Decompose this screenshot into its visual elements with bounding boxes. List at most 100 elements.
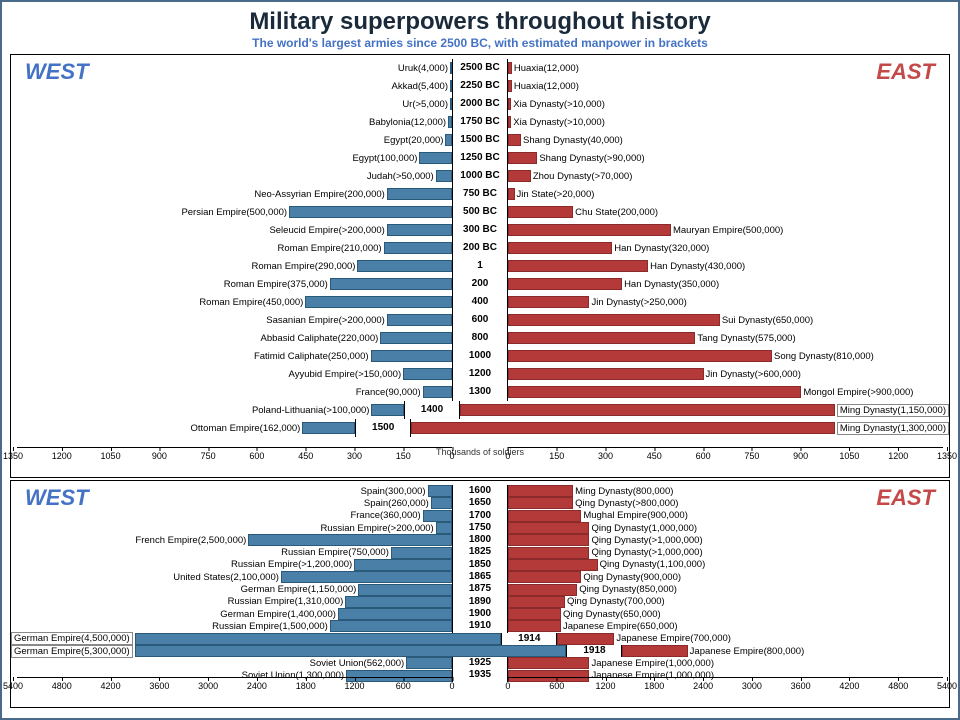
east-bar [508,188,515,200]
west-bar [391,547,452,559]
west-entry: Russian Empire(>200,000) [320,523,433,534]
west-entry: Soviet Union(562,000) [310,658,405,669]
year-label: 600 [452,311,508,329]
east-entry: Sui Dynasty(650,000) [722,315,813,326]
year-label: 1500 [355,419,411,437]
east-bar [508,497,573,509]
east-bar [508,80,512,92]
east-entry: Shang Dynasty(40,000) [523,135,623,146]
axis-tick: 1350 [3,451,23,461]
west-entry: Egypt(100,000) [352,153,417,164]
west-bar [371,404,404,416]
west-entry: Babylonia(12,000) [369,117,446,128]
west-bar [338,608,452,620]
year-label: 200 [452,275,508,293]
west-entry: German Empire(1,150,000) [241,584,357,595]
east-bar [508,152,537,164]
axis-tick: 0 [450,451,455,461]
east-entry: Zhou Dynasty(>70,000) [533,171,633,182]
west-bar [419,152,452,164]
east-bar [508,620,561,632]
west-entry: German Empire(4,500,000) [11,632,133,645]
year-label: 750 BC [452,185,508,203]
west-bar [423,510,452,522]
west-bar [380,332,452,344]
axis-tick: 450 [647,451,662,461]
east-bar [460,404,835,416]
west-entry: Roman Empire(450,000) [199,297,303,308]
axis-tick: 4200 [839,681,859,691]
west-bar [387,224,452,236]
axis-tick: 900 [793,451,808,461]
axis-tick: 600 [696,451,711,461]
west-entry: Sasanian Empire(>200,000) [266,315,385,326]
year-label: 1200 [452,365,508,383]
east-bar [508,350,772,362]
west-entry: Neo-Assyrian Empire(200,000) [254,189,384,200]
axis-tick: 750 [201,451,216,461]
data-row: Akkad(5,400)2250 BCHuaxia(12,000) [11,77,949,95]
axis-tick: 1800 [296,681,316,691]
east-entry: Huaxia(12,000) [514,63,579,74]
west-entry: France(360,000) [350,510,420,521]
east-entry: Japanese Empire(650,000) [563,621,678,632]
year-label: 2250 BC [452,77,508,95]
data-row: United States(2,100,000)1865Qing Dynasty… [11,571,949,583]
east-bar [508,596,565,608]
axis-tick: 5400 [937,681,957,691]
axis-tick: 1200 [344,681,364,691]
west-bar [330,278,452,290]
west-bar [445,134,452,146]
data-row: Uruk(4,000)2500 BCHuaxia(12,000) [11,59,949,77]
east-entry: Qing Dynasty(1,100,000) [600,559,706,570]
data-row: Egypt(100,000)1250 BCShang Dynasty(>90,0… [11,149,949,167]
axis-tick: 1350 [937,451,957,461]
west-entry: Abbasid Caliphate(220,000) [261,333,379,344]
east-entry: Song Dynasty(810,000) [774,351,874,362]
east-bar [508,296,589,308]
west-entry: Akkad(5,400) [391,81,448,92]
west-bar [436,522,452,534]
west-bar [354,559,452,571]
east-bar [508,278,622,290]
data-row: Roman Empire(290,000)1Han Dynasty(430,00… [11,257,949,275]
east-bar [508,386,801,398]
axis-tick: 1800 [644,681,664,691]
west-bar [358,584,452,596]
year-label: 1900 [452,608,508,620]
east-entry: Qing Dynasty(1,000,000) [591,523,697,534]
page-title: Military superpowers throughout history [10,8,950,36]
data-row: Roman Empire(210,000)200 BCHan Dynasty(3… [11,239,949,257]
west-entry: Spain(300,000) [361,486,426,497]
west-bar [384,242,452,254]
year-label: 1750 BC [452,113,508,131]
data-row: Russian Empire(>200,000)1750Qing Dynasty… [11,522,949,534]
year-label: 1500 BC [452,131,508,149]
axis-tick: 4800 [52,681,72,691]
west-bar [135,645,567,657]
axis-tick: 3600 [149,681,169,691]
west-entry: Fatimid Caliphate(250,000) [254,351,369,362]
east-entry: Qing Dynasty(700,000) [567,596,665,607]
year-label: 400 [452,293,508,311]
east-bar [508,522,589,534]
year-label: 1918 [566,645,622,657]
west-entry: German Empire(1,400,000) [220,609,336,620]
west-bar [450,80,452,92]
year-label: 1 [452,257,508,275]
page-subtitle: The world's largest armies since 2500 BC… [10,36,950,50]
year-label: 1865 [452,571,508,583]
west-entry: Russian Empire(750,000) [281,547,389,558]
data-row: Fatimid Caliphate(250,000)1000Song Dynas… [11,347,949,365]
east-entry: Han Dynasty(320,000) [614,243,709,254]
year-label: 1825 [452,546,508,558]
west-entry: United States(2,100,000) [173,572,279,583]
west-bar [403,368,452,380]
east-entry: Tang Dynasty(575,000) [697,333,795,344]
west-bar [387,188,452,200]
east-bar [508,608,561,620]
year-label: 1914 [501,633,557,645]
west-entry: German Empire(5,300,000) [11,645,133,658]
axis-tick: 2400 [693,681,713,691]
west-bar [450,62,452,74]
